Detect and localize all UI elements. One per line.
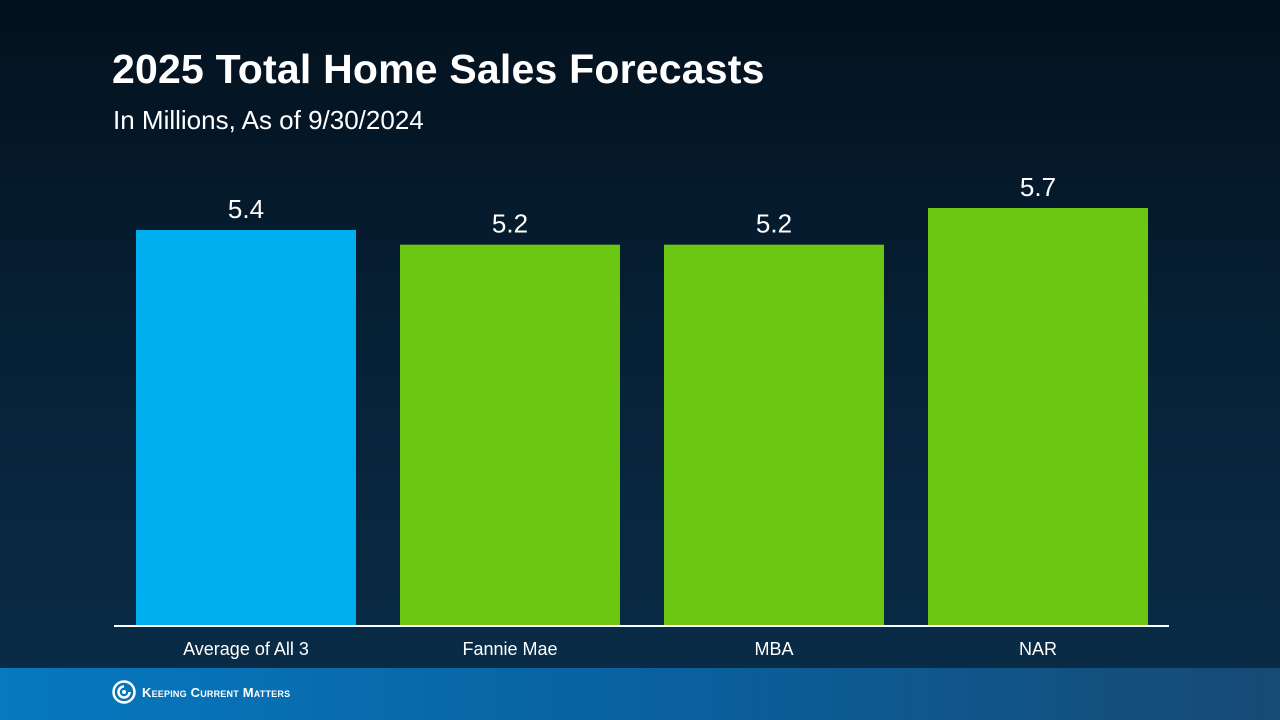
bar-mba	[664, 244, 884, 626]
category-label: Fannie Mae	[462, 639, 557, 659]
chart-subtitle: In Millions, As of 9/30/2024	[113, 105, 424, 135]
category-label: NAR	[1019, 639, 1057, 659]
bar-fannie-mae	[400, 244, 620, 626]
bar-nar	[928, 208, 1148, 626]
kcm-swirl-icon	[112, 680, 136, 704]
value-label: 5.7	[1020, 172, 1056, 202]
footer-bar: Keeping Current Matters	[0, 668, 1280, 720]
category-label: MBA	[754, 639, 793, 659]
category-labels-group: Average of All 3 Fannie Mae MBA NAR	[183, 639, 1057, 659]
chart-title: 2025 Total Home Sales Forecasts	[112, 46, 765, 92]
value-labels-group: 5.4 5.2 5.2 5.7	[228, 172, 1056, 239]
brand-logo[interactable]: Keeping Current Matters	[112, 680, 290, 704]
bar-average-of-all-3	[136, 230, 356, 626]
value-label: 5.4	[228, 194, 264, 224]
brand-name: Keeping Current Matters	[142, 684, 291, 700]
bars-group	[136, 208, 1148, 626]
value-label: 5.2	[492, 209, 528, 239]
value-label: 5.2	[756, 209, 792, 239]
category-label: Average of All 3	[183, 639, 309, 659]
